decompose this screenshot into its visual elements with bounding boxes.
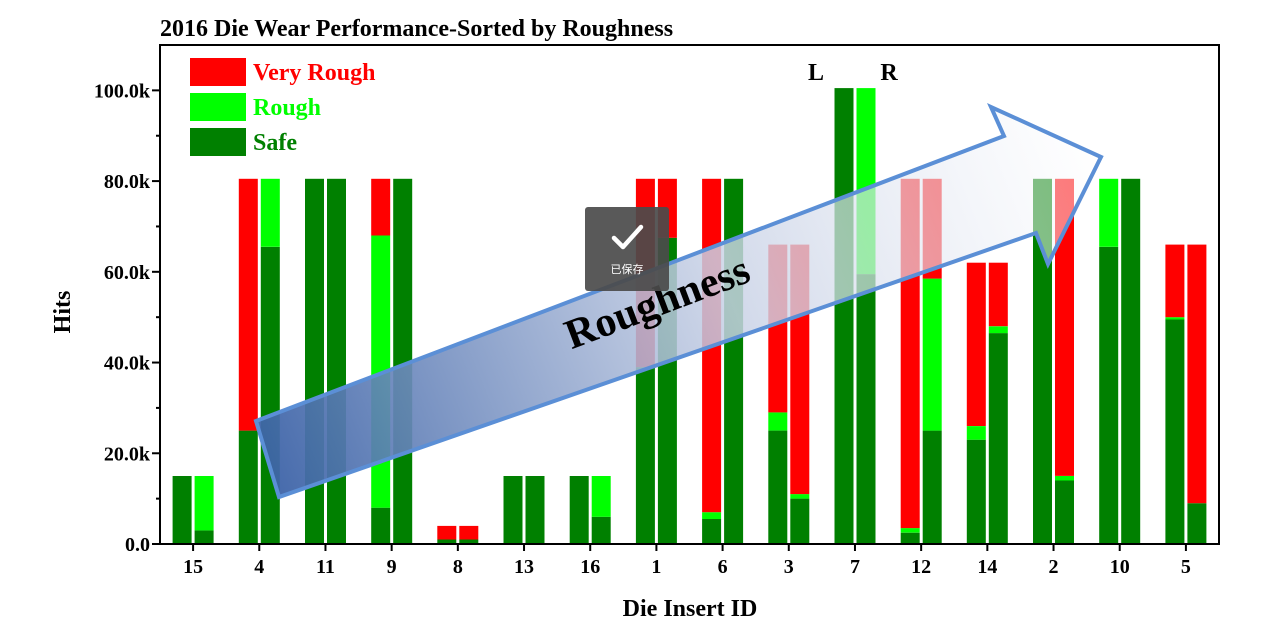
bar-14-l-rough: [966, 426, 986, 440]
bar-8-r-very-rough: [459, 525, 479, 540]
bar-5-r-safe: [1187, 503, 1207, 544]
x-tick-label: 4: [254, 556, 264, 578]
x-tick-label: 13: [514, 556, 534, 578]
bar-12-r-safe: [922, 430, 942, 544]
legend: Very Rough Rough Safe: [190, 58, 375, 156]
bar-12-l-rough: [900, 528, 920, 533]
bar-14-l-very-rough: [966, 262, 986, 426]
bar-4-r-safe: [260, 246, 280, 544]
bar-12-l-safe: [900, 532, 920, 544]
x-tick-label: 9: [387, 556, 397, 578]
bar-10-l-rough: [1099, 178, 1119, 247]
x-tick-label: 1: [651, 556, 661, 578]
legend-swatch-safe: [190, 128, 246, 156]
bar-3-r-rough: [790, 494, 810, 499]
bar-6-r-safe: [724, 178, 744, 545]
bar-6-l-rough: [702, 512, 722, 519]
x-tick-label: 7: [850, 556, 860, 578]
bar-2-r-very-rough: [1055, 178, 1074, 476]
y-tick-label: 0.0: [125, 534, 150, 556]
bar-8-r-safe: [459, 539, 479, 544]
legend-label-rough: Rough: [253, 95, 321, 121]
bar-3-l-rough: [768, 412, 788, 431]
x-tick-label: 2: [1049, 556, 1059, 578]
x-axis-label: Die Insert ID: [623, 596, 758, 622]
chart-title: 2016 Die Wear Performance-Sorted by Roug…: [160, 16, 673, 42]
x-tick-label: 6: [718, 556, 728, 578]
bar-9-l-safe: [371, 507, 391, 544]
check-icon: [585, 217, 669, 257]
bar-16-r-safe: [591, 516, 611, 544]
bar-14-l-safe: [966, 439, 986, 544]
bar-3-l-safe: [768, 430, 788, 544]
bar-11-l-safe: [305, 178, 324, 545]
bar-9-l-very-rough: [371, 178, 391, 236]
bar-3-r-safe: [790, 498, 810, 544]
y-tick-label: 40.0k: [104, 353, 151, 375]
x-tick-label: 11: [316, 556, 335, 578]
plot-frame: [159, 44, 1220, 545]
x-tick-label: 3: [784, 556, 794, 578]
bar-13-r-safe: [525, 476, 545, 544]
bar-15-l-safe: [172, 476, 192, 544]
bar-8-l-very-rough: [437, 525, 457, 540]
bar-10-r-safe: [1121, 178, 1141, 545]
bar-7-l-safe: [834, 88, 854, 544]
legend-label-very-rough: Very Rough: [253, 60, 375, 86]
bar-14-r-rough: [988, 326, 1008, 334]
saved-toast: 已保存: [585, 207, 669, 291]
bar-7-r-safe: [856, 274, 876, 544]
bar-15-r-safe: [194, 530, 214, 544]
saved-label: 已保存: [610, 263, 644, 276]
annotation-r: R: [880, 60, 898, 86]
bar-5-l-safe: [1165, 319, 1185, 544]
x-tick-label: 16: [580, 556, 600, 578]
legend-label-safe: Safe: [253, 130, 297, 156]
bar-16-l-safe: [569, 476, 589, 544]
legend-swatch-very-rough: [190, 58, 246, 86]
bar-6-l-safe: [702, 519, 722, 544]
bar-4-l-safe: [238, 430, 258, 544]
bar-10-l-safe: [1099, 246, 1119, 544]
y-tick-label: 20.0k: [104, 443, 151, 465]
bar-12-r-rough: [922, 278, 942, 431]
x-tick-label: 12: [911, 556, 931, 578]
bar-4-r-rough: [260, 178, 280, 247]
x-tick-label: 5: [1181, 556, 1191, 578]
bar-5-r-very-rough: [1187, 244, 1207, 504]
axes-layer: 15 4 11 9 8 13 16 1 6 3 7 12 14 2 10 50.020.0k40.0k60.0…: [94, 80, 1191, 578]
bar-4-l-very-rough: [238, 178, 258, 431]
annotation-l: L: [808, 60, 824, 86]
legend-swatch-rough: [190, 93, 246, 121]
x-tick-label: 10: [1110, 556, 1130, 578]
y-axis-label: Hits: [50, 291, 76, 334]
y-tick-label: 80.0k: [104, 171, 151, 193]
bar-13-l-safe: [503, 476, 523, 544]
bar-1-l-safe: [635, 367, 655, 544]
y-tick-label: 100.0k: [94, 80, 151, 102]
bar-8-l-safe: [437, 539, 457, 544]
bar-11-r-safe: [327, 178, 346, 545]
x-tick-label: 8: [453, 556, 463, 578]
x-tick-label: 14: [977, 556, 997, 578]
bar-5-l-very-rough: [1165, 244, 1185, 318]
bar-2-r-rough: [1055, 476, 1074, 481]
bar-2-r-safe: [1055, 480, 1074, 544]
y-tick-label: 60.0k: [104, 262, 151, 284]
x-tick-label: 15: [183, 556, 203, 578]
bar-16-r-rough: [591, 476, 611, 517]
bar-14-r-very-rough: [988, 262, 1008, 327]
bar-15-r-rough: [194, 476, 214, 531]
bar-2-l-safe: [1033, 178, 1052, 545]
roughness-arrow: [253, 102, 1104, 500]
bar-5-l-rough: [1165, 317, 1185, 320]
bar-14-r-safe: [988, 333, 1008, 544]
